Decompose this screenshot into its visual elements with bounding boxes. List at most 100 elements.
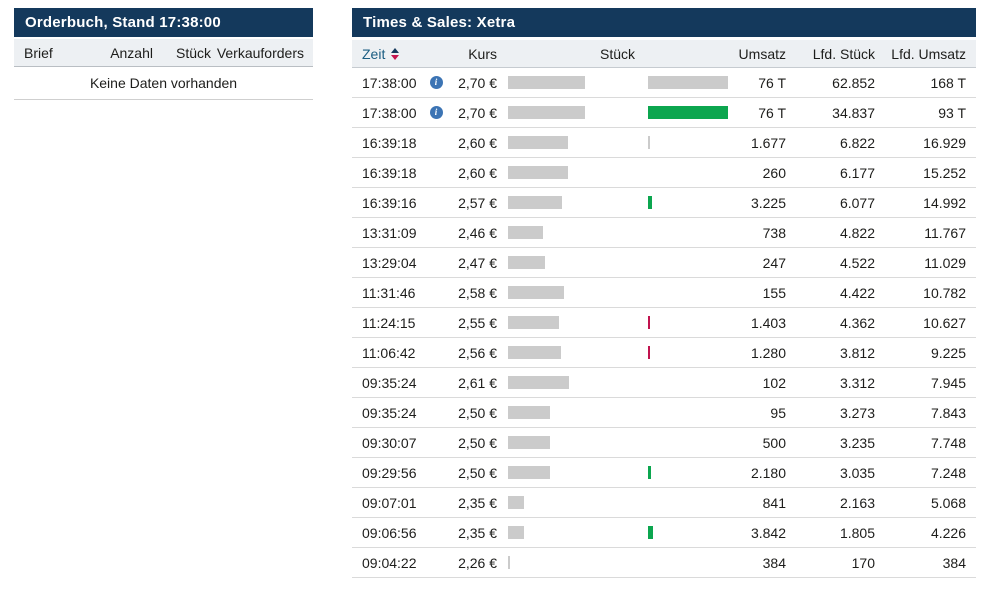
trade-umsatz: 841 <box>762 494 786 511</box>
trade-price: 2,60 € <box>458 134 497 151</box>
price-bar-cell <box>497 136 585 149</box>
trade-row: 11:24:15 i 2,55 € 1.403 4.362 10.627 <box>352 308 976 338</box>
volume-bar <box>648 136 650 149</box>
price-bar <box>508 196 562 209</box>
trade-time: 09:35:24 <box>362 404 417 421</box>
trade-price: 2,26 € <box>458 554 497 571</box>
trade-price: 2,35 € <box>458 524 497 541</box>
trade-row: 17:38:00 i 2,70 € 76 T 34.837 93 T <box>352 98 976 128</box>
trade-lfd-stueck: 4.522 <box>839 254 875 271</box>
trade-row: 11:31:46 i 2,58 € 155 4.422 10.782 <box>352 278 976 308</box>
price-bar <box>508 496 524 509</box>
info-icon[interactable]: i <box>429 106 443 119</box>
price-bar-cell <box>497 76 585 89</box>
volume-bar <box>648 106 728 119</box>
trade-price: 2,50 € <box>458 434 497 451</box>
trade-lfd-umsatz: 16.929 <box>923 134 966 151</box>
trade-umsatz: 1.403 <box>750 314 786 331</box>
trade-lfd-umsatz: 15.252 <box>923 164 966 181</box>
trade-price: 2,56 € <box>458 344 497 361</box>
trade-row: 13:29:04 i 2,47 € 247 4.522 11.029 <box>352 248 976 278</box>
price-bar <box>508 406 550 419</box>
trade-row: 17:38:00 i 2,70 € 76 T 62.852 168 T <box>352 68 976 98</box>
orderbook-empty-message: Keine Daten vorhanden <box>14 67 313 100</box>
trade-lfd-stueck: 3.273 <box>839 404 875 421</box>
volume-bar-cell <box>635 106 728 119</box>
price-bar-cell <box>497 406 585 419</box>
trade-time: 16:39:16 <box>362 194 417 211</box>
volume-bar <box>648 316 650 329</box>
trade-time: 09:29:56 <box>362 464 417 481</box>
volume-bar <box>648 346 650 359</box>
col-kurs-label: Kurs <box>468 45 497 62</box>
trade-umsatz: 3.842 <box>750 524 786 541</box>
volume-bar-cell <box>635 136 728 149</box>
trade-lfd-umsatz: 7.843 <box>930 404 966 421</box>
price-bar <box>508 556 510 569</box>
trade-lfd-stueck: 34.837 <box>832 104 875 121</box>
trade-price: 2,55 € <box>458 314 497 331</box>
price-bar <box>508 526 524 539</box>
trade-umsatz: 260 <box>762 164 786 181</box>
trade-umsatz: 1.677 <box>750 134 786 151</box>
trade-umsatz: 95 <box>770 404 786 421</box>
trade-price: 2,50 € <box>458 464 497 481</box>
trade-lfd-umsatz: 168 T <box>930 74 966 91</box>
price-bar-cell <box>497 376 585 389</box>
trade-lfd-umsatz: 9.225 <box>930 344 966 361</box>
price-bar-cell <box>497 526 585 539</box>
trade-row: 16:39:16 i 2,57 € 3.225 6.077 14.992 <box>352 188 976 218</box>
trade-lfd-stueck: 2.163 <box>839 494 875 511</box>
price-bar <box>508 286 564 299</box>
trade-lfd-stueck: 1.805 <box>839 524 875 541</box>
price-bar <box>508 106 585 119</box>
trade-time: 16:39:18 <box>362 134 417 151</box>
trade-price: 2,61 € <box>458 374 497 391</box>
orderbook-panel: Orderbuch, Stand 17:38:00 Brief Anzahl S… <box>14 8 313 100</box>
price-bar-cell <box>497 226 585 239</box>
volume-bar <box>648 466 651 479</box>
trade-lfd-umsatz: 7.748 <box>930 434 966 451</box>
sort-ascending-icon <box>391 47 400 53</box>
price-bar-cell <box>497 346 585 359</box>
trade-time: 16:39:18 <box>362 164 417 181</box>
trade-lfd-umsatz: 7.248 <box>930 464 966 481</box>
trade-umsatz: 247 <box>762 254 786 271</box>
price-bar-cell <box>497 316 585 329</box>
volume-bar-cell <box>635 76 728 89</box>
trade-time: 09:06:56 <box>362 524 417 541</box>
trade-price: 2,70 € <box>458 104 497 121</box>
trade-lfd-stueck: 6.177 <box>839 164 875 181</box>
trade-time: 11:06:42 <box>362 344 416 361</box>
trade-umsatz: 76 T <box>758 74 786 91</box>
volume-bar-cell <box>635 346 728 359</box>
trade-price: 2,58 € <box>458 284 497 301</box>
trade-time: 17:38:00 <box>362 104 417 121</box>
price-bar <box>508 256 545 269</box>
trade-umsatz: 102 <box>762 374 786 391</box>
info-icon[interactable]: i <box>429 76 443 89</box>
price-bar-cell <box>497 256 585 269</box>
sort-arrows-icon <box>391 47 400 60</box>
orderbook-col-stueck: Stück <box>175 44 211 61</box>
volume-bar-cell <box>635 316 728 329</box>
orderbook-col-brief: Brief <box>24 44 53 61</box>
orderbook-header-row: Brief Anzahl Stück Verkauforders <box>14 39 313 67</box>
trade-time: 09:30:07 <box>362 434 417 451</box>
trade-lfd-stueck: 4.362 <box>839 314 875 331</box>
trade-row: 13:31:09 i 2,46 € 738 4.822 11.767 <box>352 218 976 248</box>
trade-umsatz: 76 T <box>758 104 786 121</box>
trade-lfd-umsatz: 93 T <box>938 104 966 121</box>
price-bar-cell <box>497 496 585 509</box>
price-bar <box>508 466 550 479</box>
sort-by-time-button[interactable]: Zeit <box>362 46 400 62</box>
trade-row: 09:29:56 i 2,50 € 2.180 3.035 7.248 <box>352 458 976 488</box>
price-bar <box>508 346 561 359</box>
trade-price: 2,47 € <box>458 254 497 271</box>
trade-row: 09:30:07 i 2,50 € 500 3.235 7.748 <box>352 428 976 458</box>
col-stueck-label: Stück <box>599 45 635 62</box>
trade-row: 09:07:01 i 2,35 € 841 2.163 5.068 <box>352 488 976 518</box>
trade-umsatz: 738 <box>762 224 786 241</box>
orderbook-title: Orderbuch, Stand 17:38:00 <box>14 8 313 37</box>
